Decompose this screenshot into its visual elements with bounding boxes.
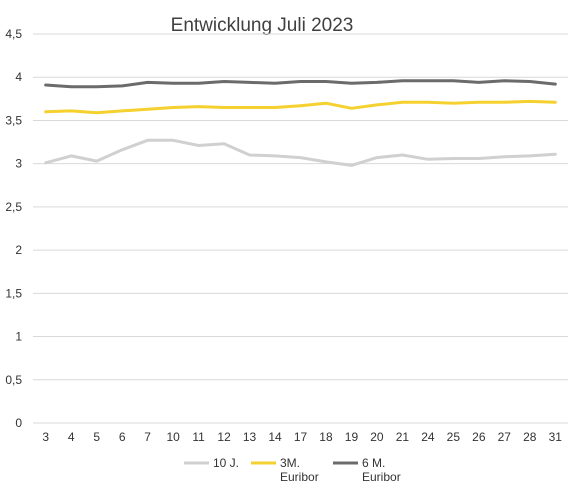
legend-label: Euribor	[362, 470, 401, 484]
y-tick-label: 0	[15, 416, 22, 430]
x-tick-label: 11	[192, 430, 205, 444]
legend-label: 6 M.	[362, 456, 385, 470]
y-tick-label: 2,5	[5, 200, 22, 214]
y-tick-label: 4,5	[5, 27, 22, 41]
chart-title: Entwicklung Juli 2023	[171, 15, 354, 36]
y-tick-label: 1	[15, 330, 22, 344]
y-tick-label: 3,5	[5, 113, 22, 127]
x-axis-ticks: 3 4 5 6 7 10 11 12 13 14 17 18 19 20 21 24 25 26 27 28 31	[42, 430, 562, 444]
x-tick-label: 13	[243, 430, 257, 444]
x-tick-label: 4	[68, 430, 75, 444]
x-tick-label: 27	[498, 430, 512, 444]
y-tick-label: 3	[15, 157, 22, 171]
x-tick-label: 14	[268, 430, 282, 444]
x-tick-label: 5	[93, 430, 100, 444]
x-tick-label: 12	[217, 430, 231, 444]
x-tick-label: 21	[396, 430, 410, 444]
y-axis-ticks: 0 0,5 1 1,5 2 2,5 3 3,5 4 4,5	[5, 27, 22, 430]
x-tick-label: 31	[549, 430, 563, 444]
x-tick-label: 10	[166, 430, 180, 444]
y-tick-label: 4	[15, 70, 22, 84]
y-tick-label: 2	[15, 243, 22, 257]
legend-label: Euribor	[280, 470, 319, 484]
x-tick-label: 17	[294, 430, 308, 444]
gridlines	[33, 33, 568, 424]
x-tick-label: 28	[523, 430, 537, 444]
x-tick-label: 24	[421, 430, 435, 444]
x-tick-label: 25	[447, 430, 461, 444]
x-tick-label: 18	[319, 430, 333, 444]
x-tick-label: 26	[472, 430, 486, 444]
x-tick-label: 20	[370, 430, 384, 444]
series-lines	[44, 79, 557, 167]
x-tick-label: 6	[119, 430, 126, 444]
x-tick-label: 19	[345, 430, 359, 444]
series-line	[44, 99, 557, 115]
y-tick-label: 0,5	[5, 373, 22, 387]
x-tick-label: 7	[144, 430, 151, 444]
series-line	[44, 138, 557, 167]
x-tick-label: 3	[42, 430, 49, 444]
legend-label: 3M.	[280, 456, 300, 470]
legend-label: 10 J.	[213, 456, 239, 470]
series-line	[44, 79, 557, 89]
y-tick-label: 1,5	[5, 286, 22, 300]
